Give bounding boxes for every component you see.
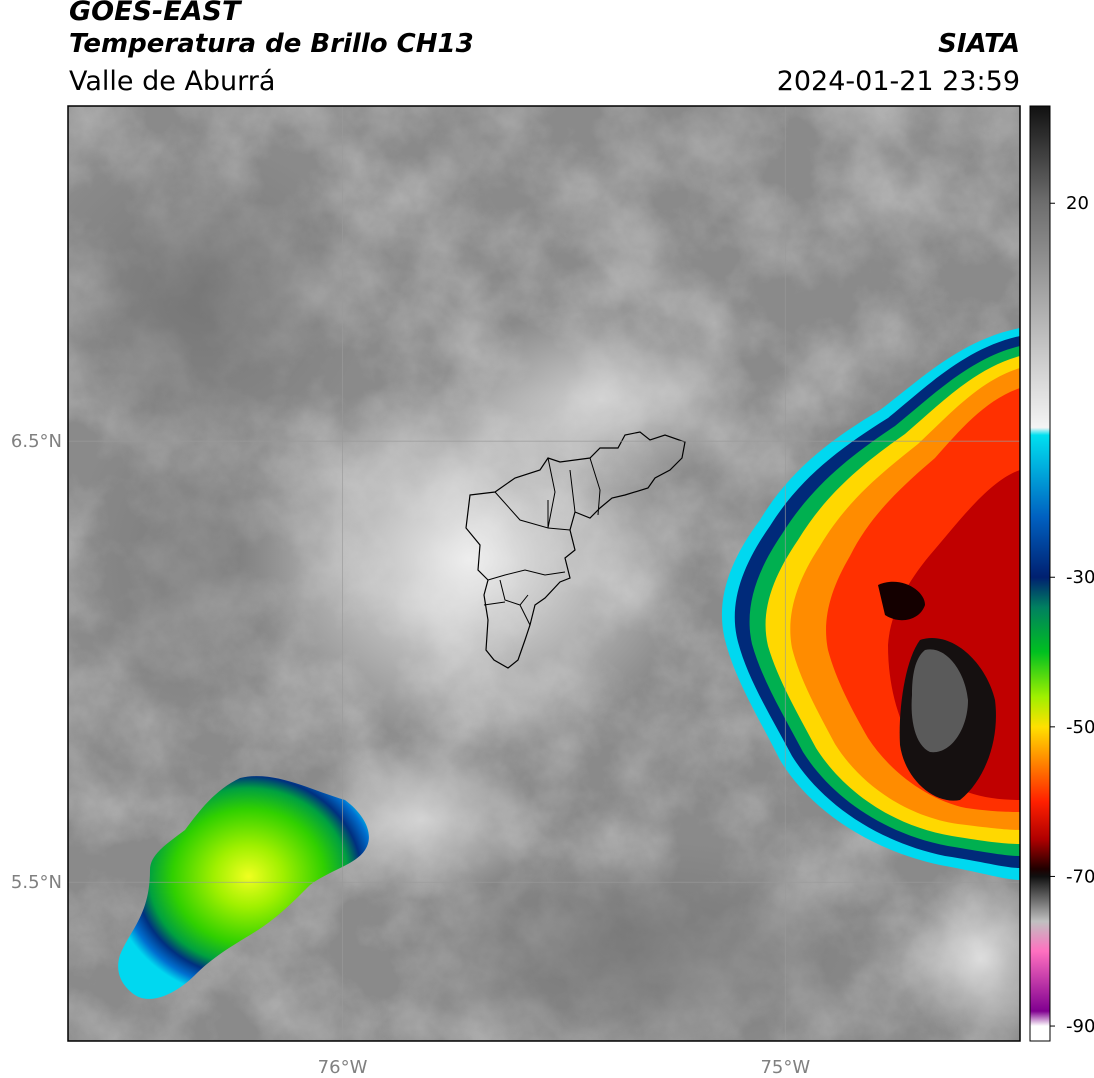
region-label: Valle de Aburrá bbox=[69, 66, 276, 97]
lon-tick-label: 75°W bbox=[760, 1057, 810, 1078]
bright-region-south bbox=[300, 740, 540, 900]
storm-east-core-small bbox=[878, 581, 925, 621]
map-frame bbox=[67, 105, 1021, 1042]
bright-region-southeast bbox=[900, 880, 1020, 1040]
municipality-boundaries bbox=[483, 457, 601, 626]
storm-southwest bbox=[118, 776, 369, 999]
lat-tick-label: 5.5°N bbox=[11, 872, 62, 893]
lon-tick-label: 76°W bbox=[318, 1057, 368, 1078]
colorbar-tick-label: -70 bbox=[1066, 866, 1094, 887]
bright-region-north bbox=[440, 310, 760, 490]
dark-region-south bbox=[380, 840, 900, 1041]
title-product: Temperatura de Brillo CH13 bbox=[69, 29, 474, 59]
timestamp-label: 2024-01-21 23:59 bbox=[776, 66, 1020, 97]
gridlines bbox=[68, 106, 1020, 1041]
valle-aburra-boundary bbox=[465, 431, 686, 669]
colorbar-tick-label: -90 bbox=[1066, 1016, 1094, 1037]
dark-region-west bbox=[70, 390, 310, 730]
title-satellite: GOES-EAST bbox=[69, 0, 241, 27]
map-imagery bbox=[68, 106, 1020, 1041]
dark-region-northwest bbox=[68, 140, 370, 460]
org-label: SIATA bbox=[938, 29, 1020, 59]
colorbar-gradient bbox=[1030, 106, 1050, 1041]
colorbar-tick-label: 20 bbox=[1066, 193, 1089, 214]
lat-tick-label: 6.5°N bbox=[11, 431, 62, 452]
colorbar: 20 -30 -50 -70 -90 bbox=[1029, 105, 1094, 1042]
colorbar-tick-label: -50 bbox=[1066, 717, 1094, 738]
storm-east-core-grey bbox=[911, 649, 968, 753]
colorbar-frame bbox=[1029, 105, 1051, 1042]
colorbar-tick-label: -30 bbox=[1066, 567, 1094, 588]
